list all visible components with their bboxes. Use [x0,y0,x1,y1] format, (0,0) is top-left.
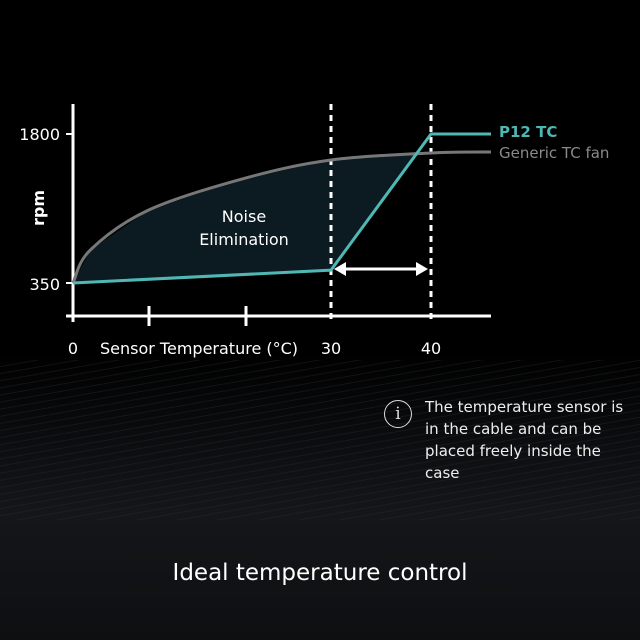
fan-curve-chart: 1800 350 rpm 0 Sensor Temperature (°C) 3… [19,104,609,358]
page-title: Ideal temperature control [172,560,468,586]
legend-generic-tc-fan: Generic TC fan [499,144,609,162]
legend-p12-tc: P12 TC [499,123,557,141]
y-tick-1800: 1800 [19,125,60,144]
series-line-p12-tc [72,132,491,285]
info-text: The temperature sensor is in the cable a… [425,398,624,482]
circuit-texture [0,360,640,520]
y-tick-350: 350 [29,275,60,294]
x-tick-30: 30 [321,339,341,358]
region-label-line1: Noise [222,207,266,226]
region-label-line2: Elimination [199,230,289,249]
noise-elimination-area [73,153,431,283]
range-arrow [334,262,428,276]
y-axis-label: rpm [29,190,48,226]
x-axis-label: Sensor Temperature (°C) [100,339,298,358]
x-tick-40: 40 [421,339,441,358]
info-icon: i [384,400,412,428]
x-tick-0: 0 [68,339,78,358]
series-line-generic-tc-fan [71,150,492,284]
